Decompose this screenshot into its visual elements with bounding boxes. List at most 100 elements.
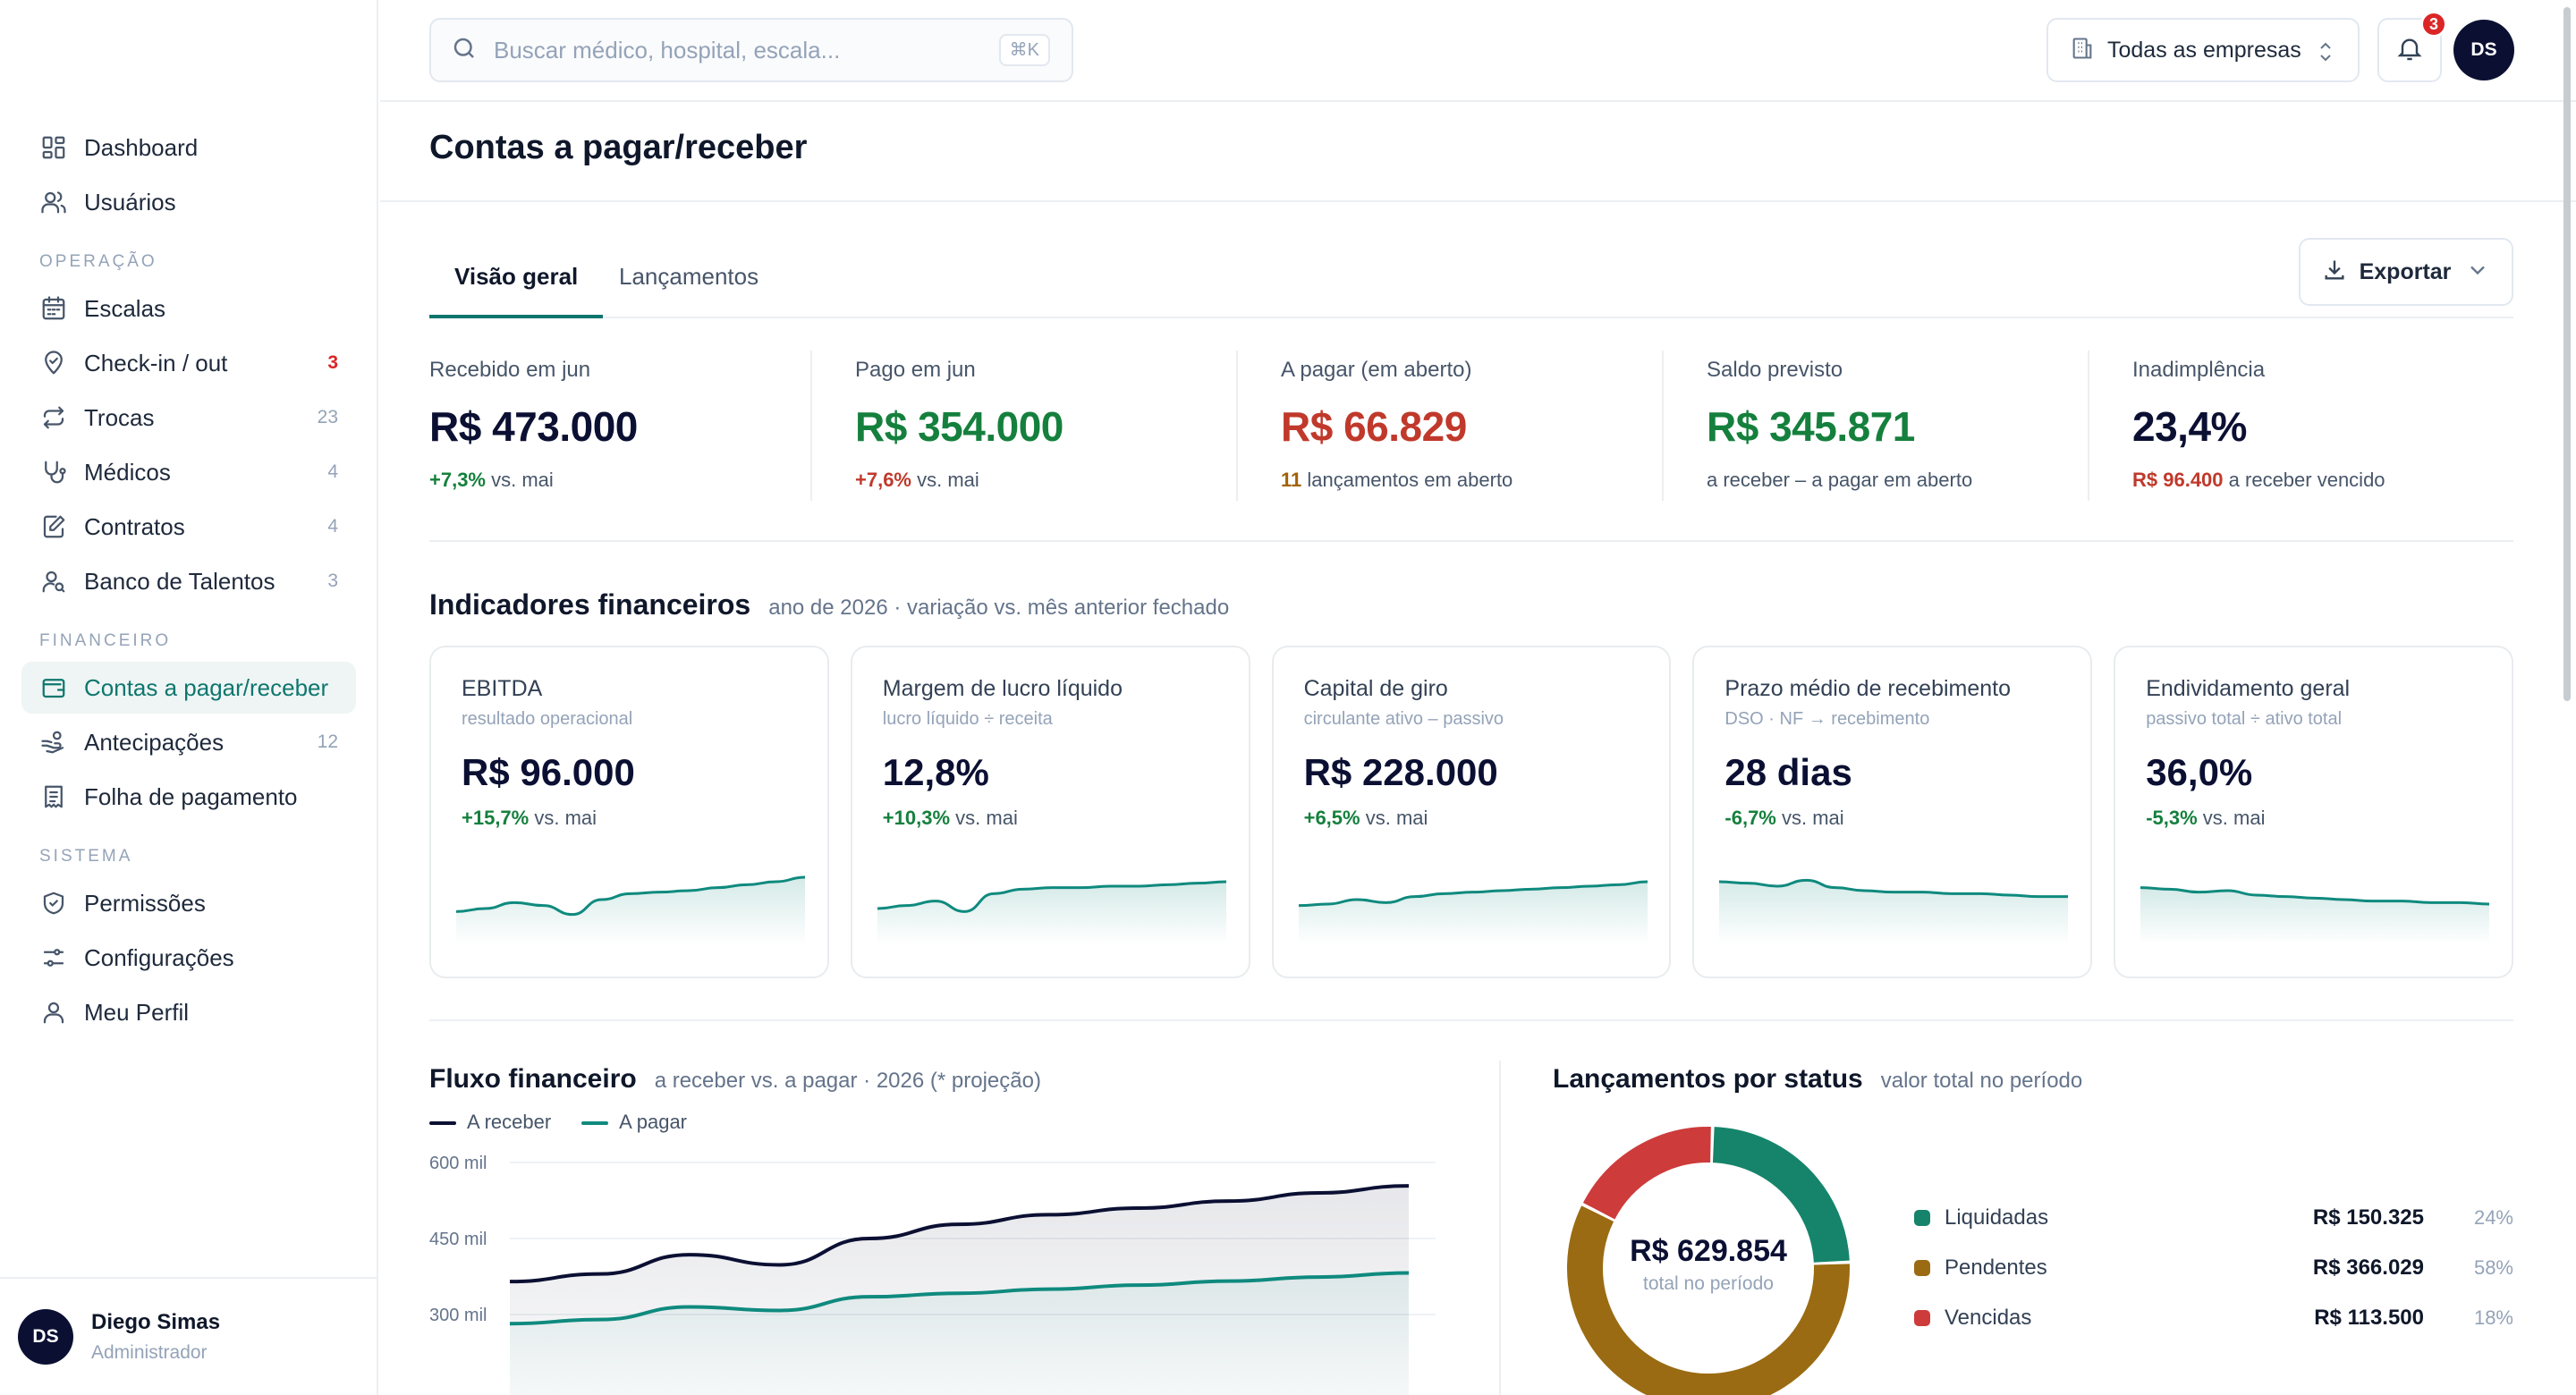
y-tick-label: 450 mil	[429, 1230, 487, 1249]
sidebar-item-count: 23	[317, 407, 338, 427]
sidebar-item-label: Meu Perfil	[84, 998, 190, 1026]
card-desc: resultado operacional	[462, 709, 633, 729]
settings-sliders-icon	[39, 943, 68, 972]
card-note: vs. mai	[1782, 807, 1844, 829]
scrollbar[interactable]	[2563, 7, 2571, 701]
status-subtitle: valor total no período	[1880, 1069, 2083, 1093]
chevron-down-icon	[2465, 258, 2490, 287]
sidebar-item-label: Folha de pagamento	[84, 782, 298, 810]
donut-slice[interactable]	[1582, 1127, 1711, 1220]
avatar: DS	[18, 1309, 73, 1365]
sidebar-item-folha[interactable]: Folha de pagamento	[21, 771, 356, 823]
users-icon	[39, 188, 68, 216]
sidebar-section-title: SISTEMA	[39, 847, 133, 866]
avatar[interactable]: DS	[2453, 20, 2514, 80]
kpi-value: 23,4%	[2132, 403, 2247, 450]
search-placeholder: Buscar médico, hospital, escala...	[494, 36, 841, 63]
status-pct: 24%	[2473, 1206, 2513, 1229]
status-name: Pendentes	[1945, 1256, 2047, 1280]
indicators-title: Indicadores financeiros ano de 2026 · var…	[429, 588, 1229, 621]
building-icon	[2070, 36, 2095, 65]
legend-item[interactable]: A receber	[429, 1111, 551, 1134]
card-delta: +6,5%	[1303, 807, 1360, 829]
legend-item[interactable]: A pagar	[581, 1111, 687, 1134]
indicator-card[interactable]: Prazo médio de recebimento DSO · NF → re…	[1692, 646, 2093, 978]
kpi-a-pagar: A pagar (em aberto) R$ 66.829 11 lançame…	[1238, 351, 1664, 501]
sparkline	[877, 880, 1226, 944]
swap-icon	[39, 403, 68, 432]
sidebar-user[interactable]: DS Diego Simas Administrador	[0, 1277, 377, 1395]
sidebar-item-contratos[interactable]: Contratos 4	[21, 501, 356, 553]
indicator-card[interactable]: Endividamento geral passivo total ÷ ativ…	[2114, 646, 2513, 978]
kpi-delta: 11	[1281, 469, 1302, 491]
search-input[interactable]: Buscar médico, hospital, escala... ⌘K	[429, 18, 1073, 82]
sidebar-item-medicos[interactable]: Médicos 4	[21, 446, 356, 498]
sidebar-item-permissoes[interactable]: Permissões	[21, 877, 356, 929]
status-row-pendentes[interactable]: Pendentes R$ 366.029 58%	[1914, 1250, 2513, 1286]
download-icon	[2322, 258, 2347, 287]
sparkline-area	[456, 877, 805, 944]
map-pin-icon	[39, 349, 68, 377]
kpi-note: vs. mai	[917, 469, 979, 491]
indicator-card[interactable]: Capital de giro circulante ativo – passi…	[1271, 646, 1672, 978]
series-line[interactable]	[509, 1184, 1410, 1284]
sidebar-item-configuracoes[interactable]: Configurações	[21, 932, 356, 984]
donut-slice[interactable]	[1712, 1127, 1850, 1264]
kpi-value: R$ 345.871	[1707, 403, 1915, 450]
card-desc: passivo total ÷ ativo total	[2146, 709, 2343, 729]
legend-swatch	[1914, 1310, 1930, 1326]
series-line[interactable]	[509, 1271, 1410, 1326]
sidebar-item-label: Permissões	[84, 889, 206, 917]
indicator-card[interactable]: Margem de lucro líquido lucro líquido ÷ …	[850, 646, 1250, 978]
tab-visao-geral[interactable]: Visão geral	[429, 263, 604, 318]
sidebar-item-count: 3	[327, 352, 338, 373]
page-header: Contas a pagar/receber	[380, 102, 2576, 202]
sidebar-item-usuarios[interactable]: Usuários	[21, 176, 356, 228]
page-title: Contas a pagar/receber	[429, 129, 808, 166]
sidebar-item-contas[interactable]: Contas a pagar/receber	[21, 662, 356, 714]
kpi-note: a receber vencido	[2228, 469, 2385, 491]
cashflow-title: Fluxo financeiro	[429, 1064, 637, 1094]
card-desc: circulante ativo – passivo	[1303, 709, 1504, 729]
card-delta: +10,3%	[882, 807, 951, 829]
sidebar-item-meu-perfil[interactable]: Meu Perfil	[21, 986, 356, 1038]
series-area	[510, 1272, 1409, 1395]
sidebar-item-label: Dashboard	[84, 133, 199, 161]
sidebar: Dashboard Usuários OPERAÇÃO Escalas Chec…	[0, 0, 378, 1395]
indicator-card[interactable]: EBITDA resultado operacional R$ 96.000 +…	[429, 646, 829, 978]
company-select[interactable]: Todas as empresas	[2046, 18, 2360, 82]
sidebar-item-trocas[interactable]: Trocas 23	[21, 392, 356, 444]
status-donut	[1567, 1127, 1850, 1395]
donut-total: R$ 629.854	[1630, 1234, 1787, 1268]
status-pct: 18%	[2473, 1306, 2513, 1329]
chevron-updown-icon	[2313, 39, 2338, 69]
donut-slice[interactable]	[1567, 1205, 1850, 1395]
shield-check-icon	[39, 889, 68, 917]
kpi-delta: +7,3%	[429, 469, 486, 491]
topbar: Buscar médico, hospital, escala... ⌘K To…	[380, 0, 2576, 102]
sidebar-item-count: 4	[327, 516, 338, 537]
sidebar-item-label: Contratos	[84, 512, 185, 540]
receipt-icon	[39, 782, 68, 811]
indicator-cards: EBITDA resultado operacional R$ 96.000 +…	[429, 646, 2513, 978]
kpi-note: lançamentos em aberto	[1307, 469, 1513, 491]
notifications-button[interactable]: 3	[2377, 11, 2447, 82]
user-icon	[39, 998, 68, 1027]
status-row-vencidas[interactable]: Vencidas R$ 113.500 18%	[1914, 1300, 2513, 1336]
legend-swatch	[1914, 1210, 1930, 1226]
status-row-liquidadas[interactable]: Liquidadas R$ 150.325 24%	[1914, 1200, 2513, 1236]
tab-lancamentos[interactable]: Lançamentos	[619, 263, 759, 290]
status-pct: 58%	[2473, 1256, 2513, 1279]
export-button[interactable]: Exportar	[2299, 238, 2513, 306]
sidebar-item-escalas[interactable]: Escalas	[21, 283, 356, 334]
status-amount: R$ 150.325	[2312, 1205, 2424, 1230]
kpi-label: Saldo previsto	[1707, 358, 1843, 382]
tab-bar: Visão geral Lançamentos Exportar	[429, 234, 2513, 318]
status-name: Vencidas	[1945, 1306, 2032, 1330]
sidebar-item-banco-talentos[interactable]: Banco de Talentos 3	[21, 555, 356, 607]
sidebar-item-dashboard[interactable]: Dashboard	[21, 122, 356, 173]
sidebar-item-antecipacoes[interactable]: Antecipações 12	[21, 716, 356, 768]
legend-swatch	[1914, 1260, 1930, 1276]
sidebar-item-checkin[interactable]: Check-in / out 3	[21, 337, 356, 389]
sidebar-item-label: Médicos	[84, 458, 171, 486]
